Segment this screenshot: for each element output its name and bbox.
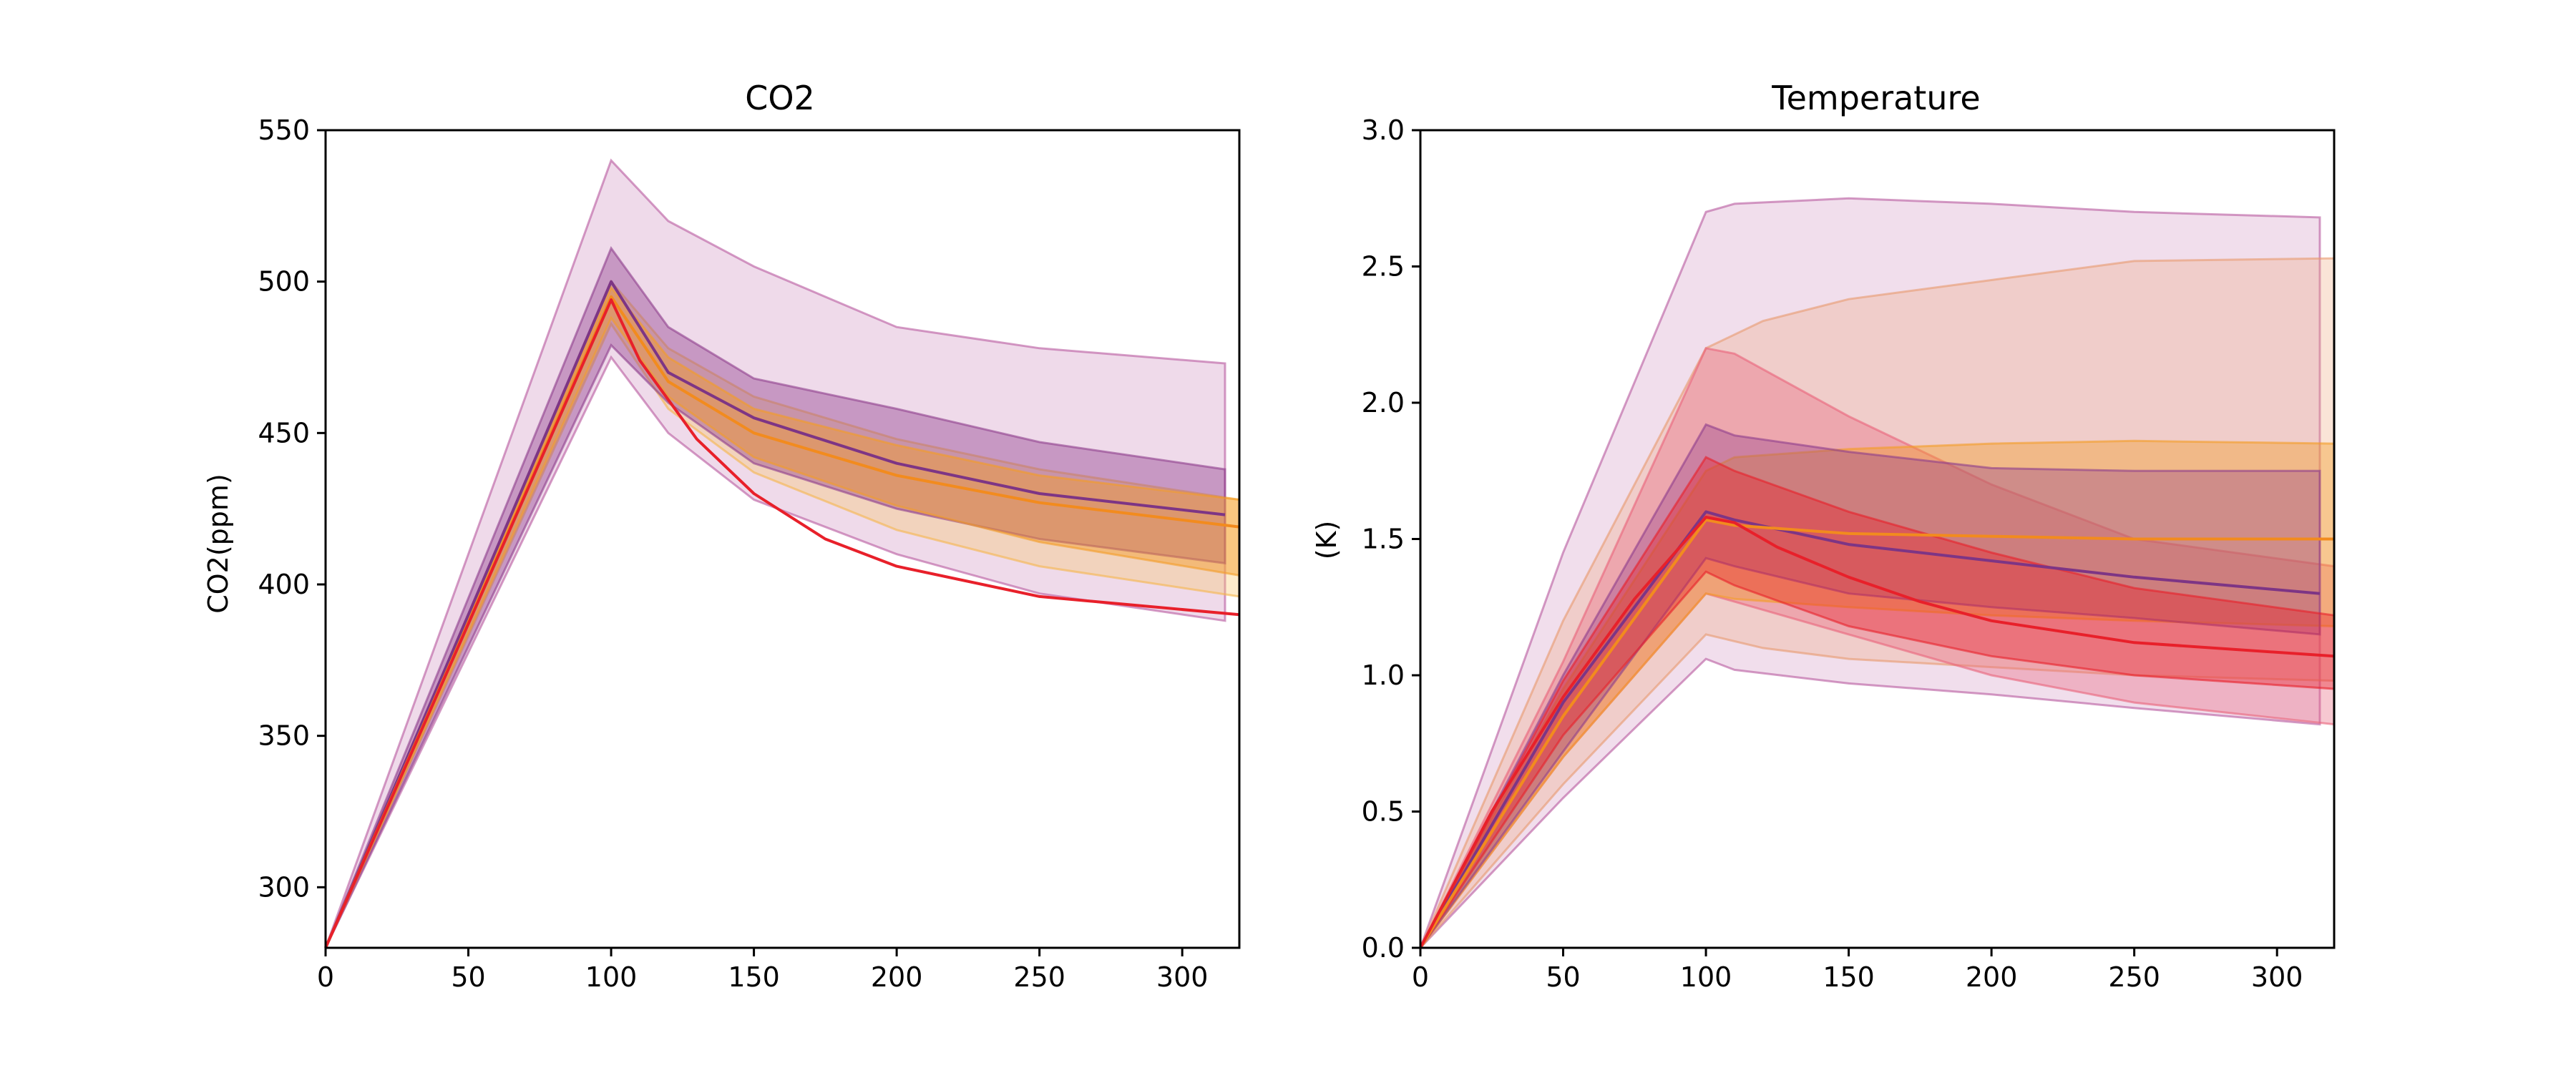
co2-x-tick-label: 150 <box>728 961 780 993</box>
temperature-y-tick-label: 1.0 <box>1362 660 1405 691</box>
co2-x-tick-label: 300 <box>1156 961 1209 993</box>
temperature-lines <box>1419 510 2335 949</box>
co2-y-axis-label: CO2(ppm) <box>203 474 234 614</box>
co2-line-orange-median <box>324 295 1240 949</box>
temperature-x-tick-label: 50 <box>1546 961 1580 993</box>
co2-chart-title: CO2 <box>745 79 815 117</box>
co2-x-tick-label: 100 <box>585 961 638 993</box>
temperature-x-ticks: 0 50 100 150 200 250 300 <box>1412 948 2303 993</box>
co2-x-tick-label: 200 <box>871 961 923 993</box>
temperature-x-tick-label: 100 <box>1680 961 1732 993</box>
co2-lines <box>324 280 1240 949</box>
temperature-panel: Temperature (K) 0 50 100 150 200 250 300 0.00.… <box>1311 79 2336 993</box>
temperature-bands <box>1419 197 2336 949</box>
temperature-x-tick-label: 0 <box>1412 961 1429 993</box>
co2-line-purple-median <box>324 280 1226 949</box>
co2-x-tick-label: 50 <box>451 961 485 993</box>
co2-y-tick-label: 500 <box>258 266 310 298</box>
co2-panel: CO2 CO2(ppm) 0 50 100 150 200 250 300 300 350 40… <box>203 79 1241 993</box>
temperature-x-tick-label: 200 <box>1966 961 2018 993</box>
co2-plot-frame <box>324 129 1241 949</box>
co2-x-tick-label: 250 <box>1013 961 1065 993</box>
temperature-line-orange-median <box>1419 518 2334 949</box>
temperature-chart-title: Temperature <box>1771 79 1980 117</box>
co2-y-tick-label: 400 <box>258 569 310 600</box>
temperature-x-tick-label: 150 <box>1823 961 1875 993</box>
temperature-y-axis-label: (K) <box>1311 521 1342 560</box>
temperature-y-tick-label: 2.0 <box>1362 387 1405 418</box>
co2-y-ticks: 300 350 400 450 500 550 <box>258 114 326 903</box>
temperature-line-red-median <box>1419 516 2335 949</box>
temperature-x-tick-label: 250 <box>2108 961 2160 993</box>
temperature-band-dark-purple <box>1419 423 2321 949</box>
co2-y-tick-label: 450 <box>258 417 310 449</box>
co2-x-ticks: 0 50 100 150 200 250 300 <box>317 948 1209 993</box>
temperature-y-tick-label: 0.5 <box>1362 796 1405 828</box>
temperature-y-tick-label: 1.5 <box>1362 524 1405 555</box>
temperature-line-purple-median <box>1419 510 2321 949</box>
temperature-y-tick-label: 2.5 <box>1362 251 1405 283</box>
co2-y-tick-label: 550 <box>258 114 310 146</box>
co2-y-tick-label: 350 <box>258 720 310 752</box>
co2-line-red-median <box>324 298 1240 949</box>
co2-x-tick-label: 0 <box>317 961 334 993</box>
co2-y-tick-label: 300 <box>258 871 310 903</box>
temperature-y-tick-label: 3.0 <box>1362 114 1405 146</box>
temperature-y-tick-label: 0.0 <box>1362 932 1405 964</box>
temperature-x-tick-label: 300 <box>2251 961 2303 993</box>
temperature-y-ticks: 0.0 0.5 1.0 1.5 2.0 2.5 3.0 <box>1362 114 1420 964</box>
